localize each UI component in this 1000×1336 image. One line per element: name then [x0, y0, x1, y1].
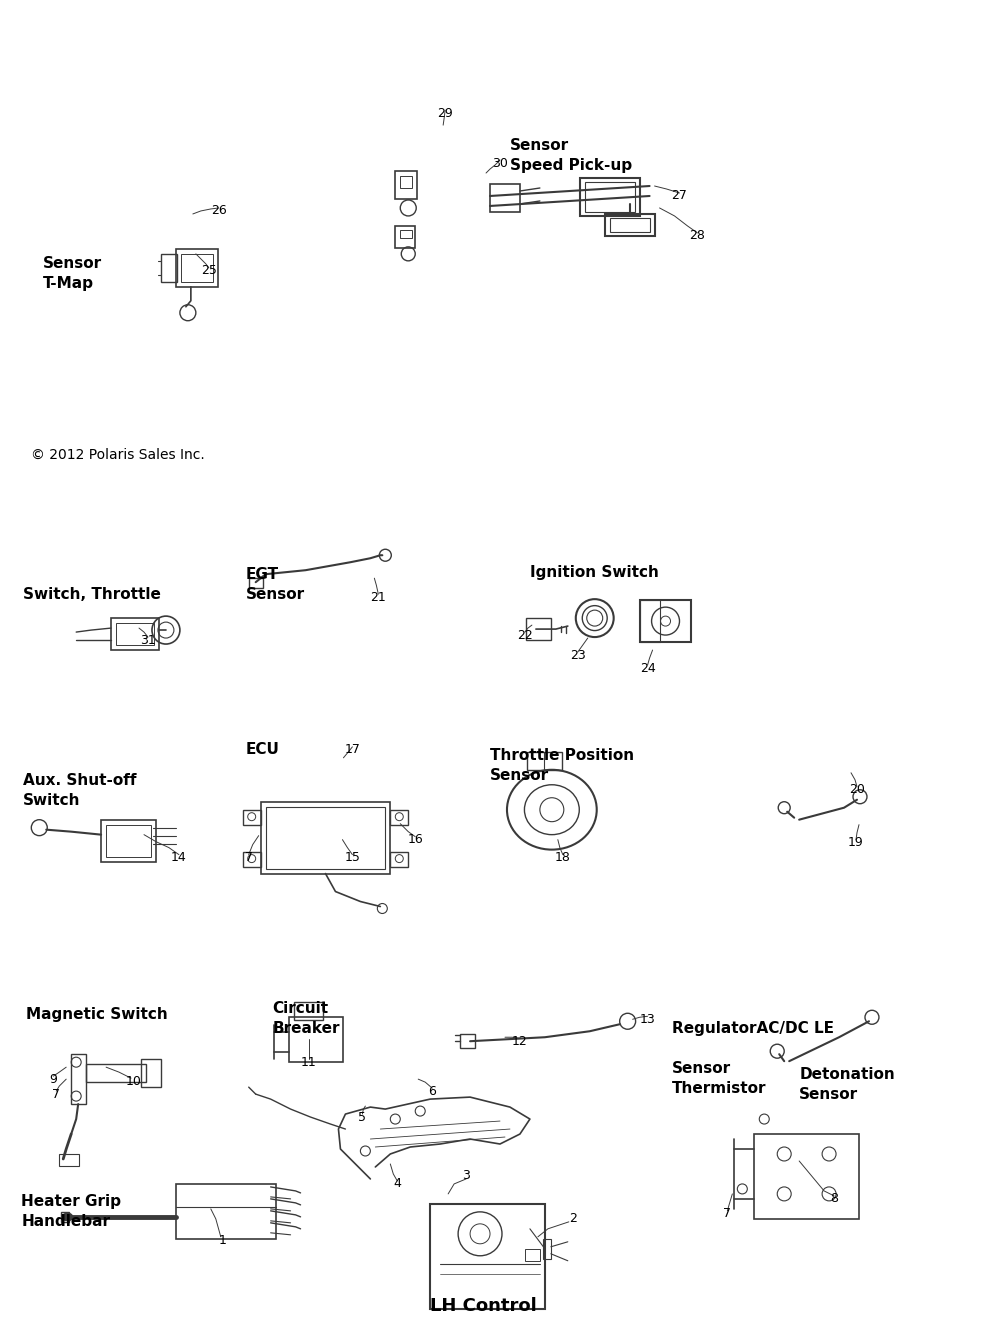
Text: 2: 2 [569, 1212, 577, 1225]
Text: 17: 17 [344, 743, 360, 756]
Text: Ignition Switch: Ignition Switch [530, 565, 659, 580]
Text: 28: 28 [690, 230, 705, 242]
Text: Detonation
Sensor: Detonation Sensor [799, 1067, 895, 1102]
Text: 27: 27 [672, 190, 687, 203]
Text: 25: 25 [201, 265, 217, 278]
Text: Switch, Throttle: Switch, Throttle [23, 587, 161, 603]
Text: 5: 5 [358, 1110, 366, 1124]
Text: 10: 10 [126, 1074, 142, 1088]
Text: Sensor
Thermistor: Sensor Thermistor [672, 1061, 766, 1096]
Text: 4: 4 [393, 1177, 401, 1190]
Text: 26: 26 [211, 204, 227, 218]
Text: 7: 7 [723, 1208, 731, 1220]
Text: 21: 21 [370, 591, 386, 604]
Text: 12: 12 [512, 1034, 528, 1047]
Text: 11: 11 [301, 1055, 316, 1069]
Text: 24: 24 [640, 661, 655, 675]
Text: 7: 7 [245, 851, 253, 864]
Text: 22: 22 [517, 628, 533, 641]
Text: 13: 13 [640, 1013, 655, 1026]
Text: 8: 8 [830, 1193, 838, 1205]
Text: LH Control: LH Control [430, 1297, 537, 1315]
Text: 23: 23 [570, 648, 586, 661]
Text: Sensor
Speed Pick-up: Sensor Speed Pick-up [510, 138, 632, 172]
Text: ECU: ECU [246, 741, 280, 758]
Text: Heater Grip
Handlebar: Heater Grip Handlebar [21, 1194, 121, 1229]
Text: 29: 29 [437, 107, 453, 120]
Text: 19: 19 [848, 836, 864, 850]
Text: 9: 9 [49, 1073, 57, 1086]
Text: 20: 20 [849, 783, 865, 796]
Text: Aux. Shut-off
Switch: Aux. Shut-off Switch [23, 772, 137, 807]
Text: 3: 3 [462, 1169, 470, 1182]
Text: 30: 30 [492, 156, 508, 170]
Text: 7: 7 [52, 1088, 60, 1101]
Text: Circuit
Breaker: Circuit Breaker [273, 1001, 340, 1037]
Text: Magnetic Switch: Magnetic Switch [26, 1007, 168, 1022]
Text: 1: 1 [219, 1234, 227, 1248]
Text: Sensor
T-Map: Sensor T-Map [43, 257, 102, 291]
Text: RegulatorAC/DC LE: RegulatorAC/DC LE [672, 1021, 834, 1037]
Text: EGT
Sensor: EGT Sensor [246, 568, 305, 603]
Text: 14: 14 [171, 851, 187, 864]
Text: Throttle Position
Sensor: Throttle Position Sensor [490, 748, 634, 783]
Text: 6: 6 [428, 1085, 436, 1098]
Text: © 2012 Polaris Sales Inc.: © 2012 Polaris Sales Inc. [31, 448, 205, 461]
Text: 15: 15 [344, 851, 360, 864]
Text: 31: 31 [140, 633, 156, 647]
Text: 16: 16 [407, 834, 423, 846]
Text: 18: 18 [555, 851, 571, 864]
